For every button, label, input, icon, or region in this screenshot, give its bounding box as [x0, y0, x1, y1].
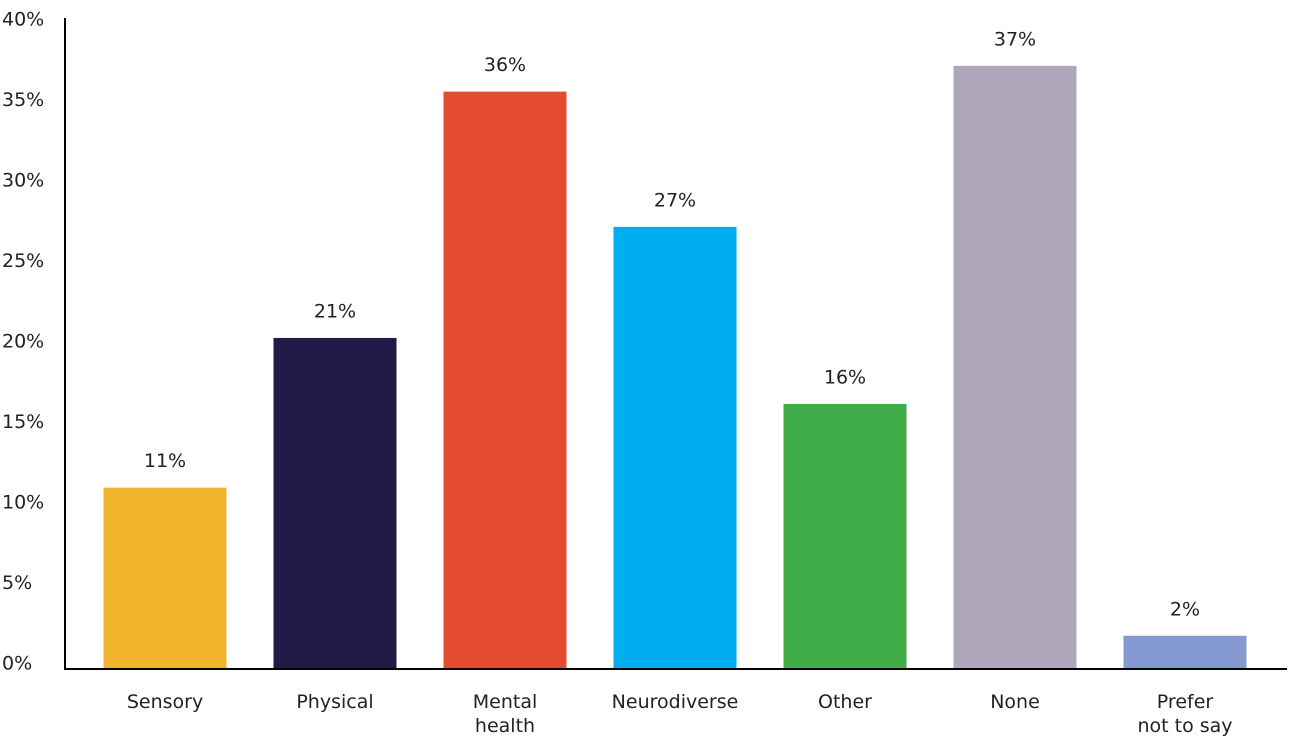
- data-label: 11%: [144, 450, 186, 472]
- bar: [613, 226, 737, 669]
- bar: [1123, 635, 1247, 668]
- x-tick-label: Neurodiverse: [611, 691, 739, 713]
- bar: [103, 487, 227, 668]
- data-label: 27%: [654, 189, 696, 211]
- x-tick-label: Prefer not to say: [1137, 691, 1233, 737]
- y-tick-label: 15%: [2, 411, 44, 433]
- bar: [443, 91, 567, 669]
- x-tick-label: Sensory: [126, 691, 204, 713]
- y-tick-label: 30%: [2, 170, 44, 192]
- bar: [783, 403, 907, 668]
- bar: [273, 337, 397, 668]
- bar: [953, 65, 1077, 669]
- x-tick-label: None: [990, 691, 1040, 713]
- data-label: 21%: [314, 300, 356, 322]
- data-label: 2%: [1170, 598, 1200, 620]
- x-tick-label: Mental health: [472, 691, 538, 737]
- y-tick-label: 40%: [2, 9, 44, 31]
- data-label: 36%: [484, 54, 526, 76]
- y-tick-label: 0%: [2, 653, 32, 675]
- y-tick-label: 10%: [2, 492, 44, 514]
- y-tick-label: 35%: [2, 89, 44, 111]
- data-label: 37%: [994, 28, 1036, 50]
- x-tick-label: Other: [818, 691, 872, 713]
- y-tick-label: 25%: [2, 250, 44, 272]
- data-label: 16%: [824, 366, 866, 388]
- x-tick-label: Physical: [296, 691, 374, 713]
- y-tick-label: 5%: [2, 572, 32, 594]
- y-tick-label: 20%: [2, 331, 44, 353]
